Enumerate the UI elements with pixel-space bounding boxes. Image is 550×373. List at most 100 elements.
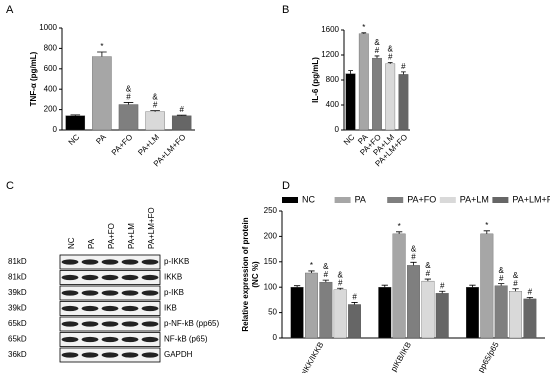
blot-band xyxy=(61,352,79,358)
significance-mark: & xyxy=(513,271,519,280)
protein-name: p-IKKB xyxy=(164,257,189,266)
blot-band xyxy=(141,259,159,265)
blot-band xyxy=(61,305,79,312)
blot-band xyxy=(81,290,99,296)
bar xyxy=(145,111,165,131)
y-tick-label: 1000 xyxy=(39,23,57,32)
blot-band xyxy=(61,321,79,327)
legend-label: PA+FO xyxy=(407,194,436,204)
blot-band xyxy=(121,305,139,312)
blot-band xyxy=(121,290,139,296)
blot-band xyxy=(121,274,139,281)
lane-label: PA+LM+FO xyxy=(147,207,156,249)
blot-band xyxy=(61,274,79,281)
bar xyxy=(345,73,356,131)
bar xyxy=(398,74,409,131)
molecular-weight: 65kD xyxy=(8,335,27,344)
y-axis-label: TNF-α (pg/mL) xyxy=(29,51,38,106)
legend-swatch xyxy=(334,197,351,203)
significance-mark: & xyxy=(374,38,380,47)
significance-mark: # xyxy=(440,281,445,290)
molecular-weight: 65kD xyxy=(8,319,27,328)
error-bar xyxy=(97,51,107,57)
x-tick-label: PA+LM xyxy=(136,132,161,157)
y-tick-label: 600 xyxy=(44,64,58,73)
legend-swatch xyxy=(492,197,509,203)
blot-band xyxy=(61,290,79,296)
y-tick-label: 800 xyxy=(326,75,340,84)
error-bar xyxy=(176,114,187,116)
error-bar xyxy=(401,71,406,75)
blot-band xyxy=(101,321,119,327)
error-bar xyxy=(410,261,417,266)
error-bar xyxy=(387,62,393,64)
panel-label: A xyxy=(6,4,14,16)
bar xyxy=(523,298,537,339)
legend-label: PA xyxy=(355,194,366,204)
significance-mark: # xyxy=(411,252,416,261)
legend-label: NC xyxy=(302,194,315,204)
blot-band xyxy=(141,274,159,281)
bar xyxy=(392,233,406,339)
significance-mark: * xyxy=(310,261,313,270)
error-bar xyxy=(337,287,344,290)
blot-band xyxy=(101,290,119,296)
error-bar xyxy=(70,114,81,116)
lane-label: NC xyxy=(67,237,76,249)
error-bar xyxy=(483,230,490,234)
panel-label: C xyxy=(6,180,14,192)
legend-swatch xyxy=(387,197,404,203)
lane-label: PA xyxy=(87,238,96,249)
protein-name: GAPDH xyxy=(164,350,193,359)
bar xyxy=(118,104,139,131)
significance-mark: # xyxy=(153,101,158,110)
significance-mark: # xyxy=(179,105,184,114)
significance-mark: & xyxy=(323,262,329,271)
x-tick-label: pIKK/IKKB xyxy=(299,341,326,373)
lane-label: PA+LM xyxy=(127,223,136,249)
significance-mark: & xyxy=(388,45,394,54)
significance-mark: # xyxy=(388,53,393,62)
bar xyxy=(92,56,112,131)
blot-band xyxy=(141,352,159,358)
x-tick-label: PA+FO xyxy=(110,133,135,158)
significance-mark: * xyxy=(485,221,488,230)
blot-band xyxy=(121,259,139,265)
significance-mark: # xyxy=(338,278,343,287)
bar xyxy=(480,233,494,339)
error-bar xyxy=(322,279,329,283)
significance-mark: & xyxy=(411,244,417,253)
error-bar xyxy=(498,283,505,286)
significance-mark: # xyxy=(126,93,131,102)
x-tick-label: pIKB/IKB xyxy=(389,341,413,373)
protein-name: p-NF-kB (pp65) xyxy=(164,319,219,328)
bar xyxy=(435,293,449,339)
bar xyxy=(407,265,420,339)
bar xyxy=(305,272,318,339)
significance-mark: # xyxy=(426,269,431,278)
bar xyxy=(372,57,382,131)
bar xyxy=(348,304,361,339)
significance-mark: # xyxy=(401,62,406,71)
blot-band xyxy=(61,336,79,343)
significance-mark: & xyxy=(425,261,431,270)
significance-mark: & xyxy=(338,270,344,279)
bar xyxy=(494,285,508,339)
significance-mark: * xyxy=(362,23,365,32)
y-axis-label: (NC %) xyxy=(251,261,260,288)
error-bar xyxy=(351,302,358,305)
x-tick-label: NC xyxy=(342,132,357,147)
error-bar xyxy=(469,284,476,288)
bar xyxy=(421,280,435,339)
molecular-weight: 81kD xyxy=(8,257,27,266)
molecular-weight: 39kD xyxy=(8,304,27,313)
blot-band xyxy=(81,274,99,281)
significance-mark: & xyxy=(498,266,504,275)
protein-name: IKKB xyxy=(164,273,182,282)
bar xyxy=(509,291,522,339)
y-tick-label: 250 xyxy=(264,206,278,215)
bar xyxy=(378,287,392,339)
protein-name: NF-kB (p65) xyxy=(164,335,208,344)
bar xyxy=(65,115,86,131)
blot-band xyxy=(81,305,99,312)
